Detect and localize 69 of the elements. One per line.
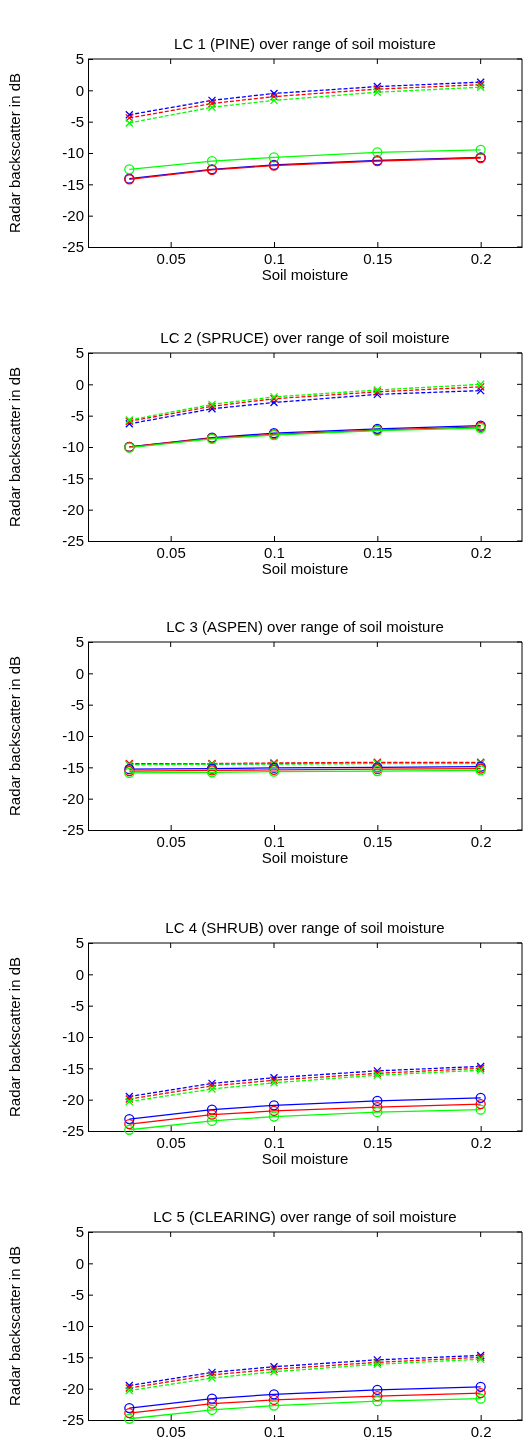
y-tick-label: 0 <box>75 965 84 983</box>
y-axis-title: Radar backscatter in dB <box>6 655 23 817</box>
chart-title: LC 5 (CLEARING) over range of soil moisture <box>153 1208 457 1225</box>
y-tick-label: 5 <box>75 344 84 362</box>
y-tick-label: 5 <box>75 1223 84 1241</box>
y-tick-label: 0 <box>75 375 84 393</box>
x-tick-label: 0.05 <box>156 543 186 561</box>
y-tick-label: 0 <box>75 81 84 99</box>
y-tick-label: -25 <box>62 1411 84 1429</box>
y-tick-label: -15 <box>62 175 84 193</box>
x-tick-label: 0.1 <box>264 249 285 267</box>
y-tick-label: -15 <box>62 469 84 487</box>
y-tick-label: -20 <box>62 1090 84 1108</box>
x-tick-label: 0.2 <box>470 1133 492 1151</box>
x-tick-label: 0.1 <box>264 832 285 850</box>
y-tick-label: -25 <box>62 821 84 839</box>
y-tick-label: -25 <box>62 1122 84 1140</box>
x-tick-label: 0.15 <box>363 543 393 561</box>
y-tick-label: -20 <box>62 1379 84 1397</box>
y-tick-label: -5 <box>70 996 84 1014</box>
x-tick-label: 0.1 <box>264 543 285 561</box>
y-tick-label: -10 <box>62 144 84 162</box>
y-tick-label: 5 <box>75 633 84 651</box>
chart-title: LC 1 (PINE) over range of soil moisture <box>174 35 436 52</box>
x-tick-label: 0.2 <box>470 1422 492 1440</box>
x-tick-label: 0.2 <box>470 249 492 267</box>
y-axis-title: Radar backscatter in dB <box>6 1245 23 1407</box>
x-tick-label: 0.1 <box>264 1422 285 1440</box>
y-tick-label: -15 <box>62 1348 84 1366</box>
y-tick-label: -5 <box>70 112 84 130</box>
x-axis-title: Soil moisture <box>261 849 349 866</box>
y-tick-label: -5 <box>70 1285 84 1303</box>
x-tick-label: 0.2 <box>470 832 492 850</box>
x-tick-label: 0.15 <box>363 832 393 850</box>
y-axis-title: Radar backscatter in dB <box>6 956 23 1118</box>
x-axis-title: Soil moisture <box>261 560 349 577</box>
y-tick-label: -15 <box>62 1059 84 1077</box>
y-tick-label: -25 <box>62 238 84 256</box>
y-tick-label: -25 <box>62 532 84 550</box>
y-tick-label: -10 <box>62 438 84 456</box>
y-axis-title: Radar backscatter in dB <box>6 366 23 528</box>
chart-title: LC 4 (SHRUB) over range of soil moisture <box>165 919 445 936</box>
y-tick-label: -20 <box>62 206 84 224</box>
y-tick-label: -10 <box>62 1028 84 1046</box>
y-tick-label: 0 <box>75 664 84 682</box>
y-axis-title: Radar backscatter in dB <box>6 72 23 234</box>
y-tick-label: 5 <box>75 934 84 952</box>
y-tick-label: -15 <box>62 758 84 776</box>
chart-title: LC 3 (ASPEN) over range of soil moisture <box>166 618 444 635</box>
x-tick-label: 0.05 <box>156 249 186 267</box>
x-tick-label: 0.15 <box>363 249 393 267</box>
x-axis-title: Soil moisture <box>261 266 349 283</box>
x-tick-label: 0.15 <box>363 1133 393 1151</box>
x-tick-label: 0.15 <box>363 1422 393 1440</box>
y-tick-label: -20 <box>62 789 84 807</box>
x-tick-label: 0.05 <box>156 832 186 850</box>
x-tick-label: 0.05 <box>156 1422 186 1440</box>
y-tick-label: -5 <box>70 406 84 424</box>
y-tick-label: -20 <box>62 500 84 518</box>
y-tick-label: 0 <box>75 1254 84 1272</box>
y-tick-label: 5 <box>75 50 84 68</box>
chart-title: LC 2 (SPRUCE) over range of soil moisture <box>160 329 450 346</box>
x-tick-label: 0.2 <box>470 543 492 561</box>
y-tick-label: -10 <box>62 1317 84 1335</box>
x-axis-title: Soil moisture <box>261 1150 349 1167</box>
y-tick-label: -10 <box>62 727 84 745</box>
y-tick-label: -5 <box>70 695 84 713</box>
x-tick-label: 0.1 <box>264 1133 285 1151</box>
x-tick-label: 0.05 <box>156 1133 186 1151</box>
